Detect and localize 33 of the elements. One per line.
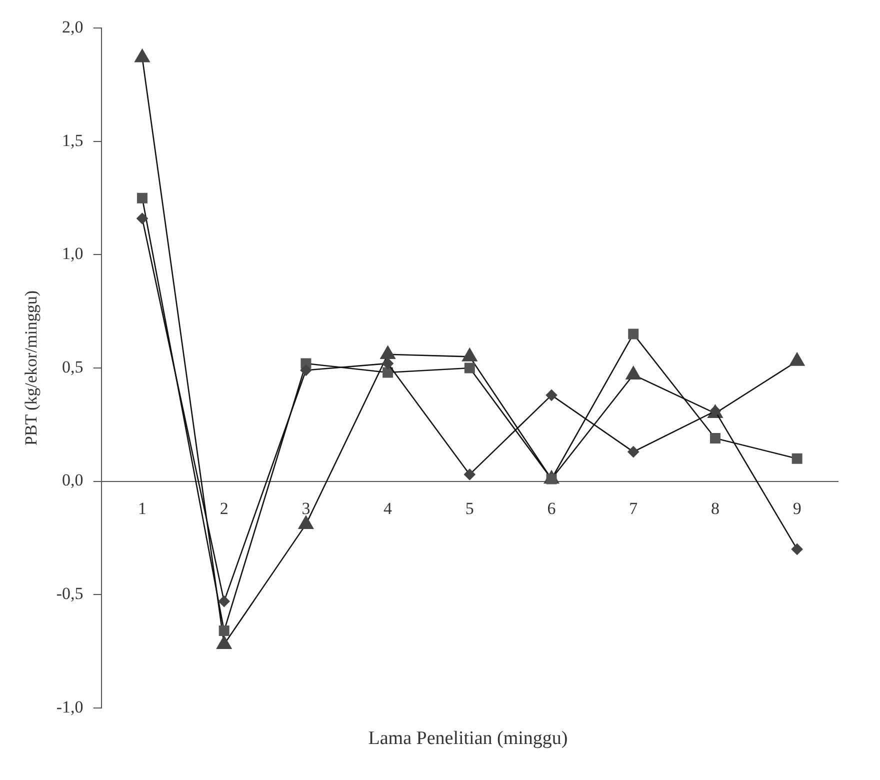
y-tick-label: 0,5: [62, 357, 84, 376]
y-tick-label: 0,0: [62, 470, 84, 490]
x-tick-label: 6: [547, 498, 556, 518]
point: [792, 453, 802, 464]
x-tick-label: 7: [629, 498, 638, 518]
x-tick-label: 4: [384, 498, 393, 518]
x-tick-label: 8: [710, 498, 720, 518]
point: [382, 367, 394, 378]
x-tick-label: 1: [138, 498, 146, 518]
point: [136, 192, 148, 204]
x-tick-label: 2: [220, 498, 228, 518]
x-tick-label: 5: [465, 498, 474, 518]
x-axis-title: Lama Penelitian (minggu): [367, 728, 569, 750]
point: [546, 390, 558, 401]
point: [710, 432, 720, 444]
x-tick-label: 9: [792, 498, 802, 518]
x-tick-label: 3: [302, 498, 310, 518]
point: [382, 358, 394, 370]
point: [300, 364, 312, 376]
point: [791, 544, 803, 555]
y-axis-title: PBT (kg/ekor/minggu): [22, 290, 41, 446]
y-tick-label: 1,5: [62, 130, 84, 150]
y-tick-label: 1,0: [62, 244, 84, 264]
point: [136, 212, 148, 224]
point: [464, 362, 475, 374]
point: [218, 596, 230, 607]
point: [218, 626, 230, 636]
point: [628, 446, 640, 458]
y-tick-label: 2,0: [62, 18, 84, 37]
y-tick-label: -1,0: [56, 697, 84, 716]
y-tick-label: -0,5: [56, 584, 84, 603]
point: [628, 328, 639, 340]
point: [464, 468, 476, 480]
